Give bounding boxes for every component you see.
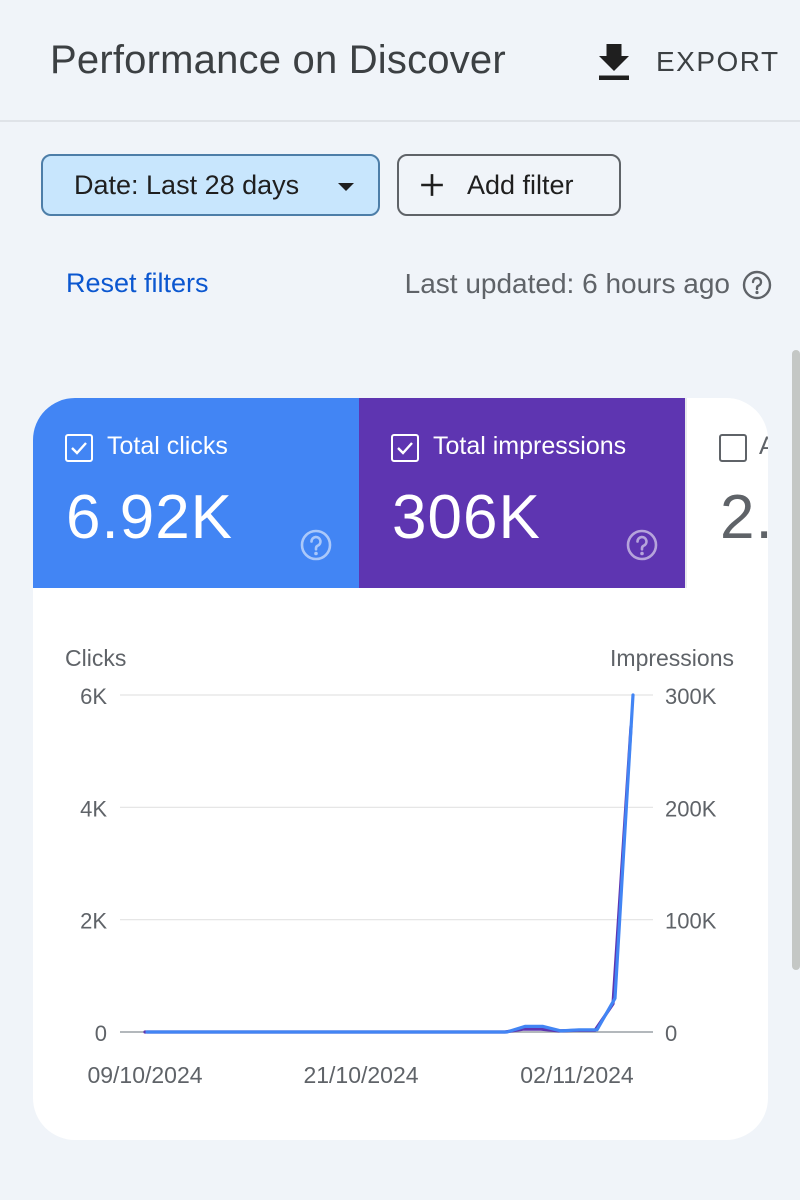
page-header: Performance on Discover EXPORT [0,0,800,122]
right-tick-label: 100K [665,909,717,934]
left-axis-label: Clicks [65,645,126,671]
export-button[interactable]: EXPORT [596,42,780,82]
export-label: EXPORT [656,46,780,77]
help-icon[interactable] [742,270,772,300]
dropdown-caret-icon [338,183,354,191]
last-updated-text: Last updated: 6 hours ago [404,268,730,299]
date-filter-chip[interactable]: Date: Last 28 days [41,154,380,216]
help-icon[interactable] [299,528,333,562]
metric-label: A [759,432,768,460]
help-icon[interactable] [625,528,659,562]
reset-filters-link[interactable]: Reset filters [66,268,209,298]
metric-value: 2. [720,483,768,552]
checkbox-unchecked-icon[interactable] [719,434,747,462]
x-tick-label: 21/10/2024 [303,1062,418,1088]
metric-value: 6.92K [66,483,234,552]
metric-value: 306K [392,483,541,552]
checkbox-checked-icon[interactable] [391,434,419,462]
x-tick-label: 02/11/2024 [520,1062,634,1088]
performance-chart: 0 0 2K 100K 4K 200K 6K 300K Clicks Impressions 09/… [65,645,734,1088]
scrollbar[interactable] [792,350,800,970]
right-tick-label: 300K [665,684,717,709]
right-axis-label: Impressions [610,645,734,671]
left-tick-label: 6K [80,684,107,709]
right-tick-label: 0 [665,1021,677,1046]
add-filter-button[interactable]: Add filter [397,154,621,216]
left-tick-label: 4K [80,796,107,821]
right-tick-label: 200K [665,796,717,821]
metric-label: Total impressions [433,432,627,460]
download-icon [599,44,629,80]
metric-total-impressions[interactable]: Total impressions 306K [359,398,685,588]
page-title: Performance on Discover [50,38,506,82]
checkbox-checked-icon[interactable] [65,434,93,462]
left-tick-label: 0 [95,1021,107,1046]
metric-total-clicks[interactable]: Total clicks 6.92K [33,398,359,588]
metric-label: Total clicks [107,432,228,460]
left-tick-label: 2K [80,909,107,934]
date-filter-label: Date: Last 28 days [74,169,300,200]
performance-card: Total clicks 6.92K Total impressions 306… [33,398,768,1140]
plus-icon [421,174,443,196]
metric-third-partial[interactable]: A 2. [685,398,768,588]
series-line-impressions [143,724,633,1034]
add-filter-label: Add filter [467,169,574,200]
x-tick-label: 09/10/2024 [87,1062,202,1088]
series-line-clicks [145,693,635,1034]
